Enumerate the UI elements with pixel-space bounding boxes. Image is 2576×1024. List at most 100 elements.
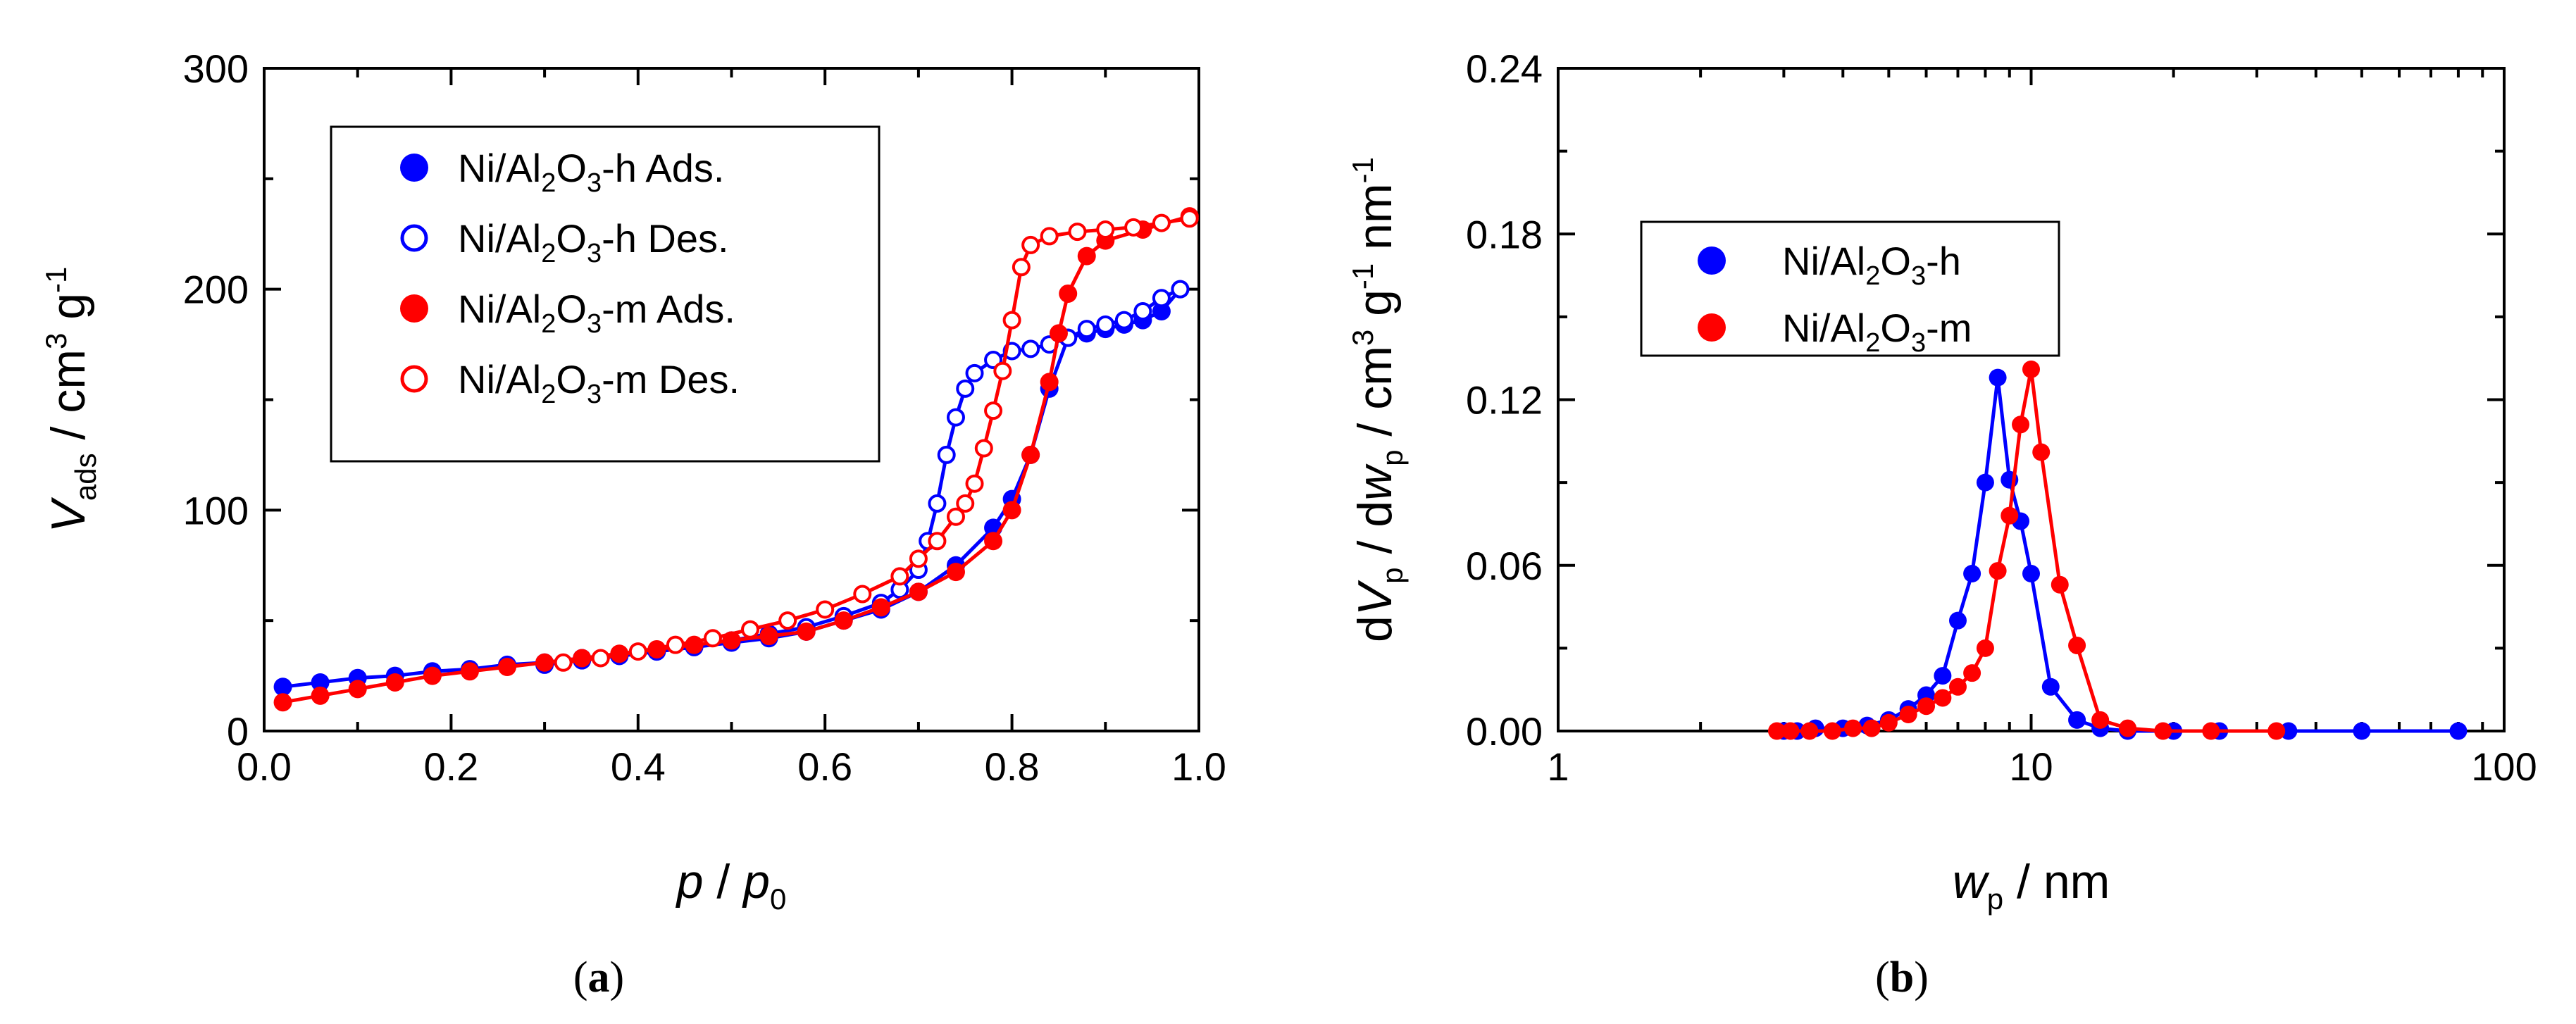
y-tick-label: 300 bbox=[183, 46, 249, 91]
data-point bbox=[2119, 719, 2137, 737]
data-point bbox=[871, 598, 890, 617]
panel-label: (b) bbox=[1875, 954, 1929, 1001]
data-point bbox=[1096, 315, 1115, 334]
data-point bbox=[1917, 697, 1936, 716]
data-point bbox=[1948, 678, 1967, 696]
data-point bbox=[2051, 575, 2069, 594]
data-point bbox=[423, 666, 442, 685]
data-point bbox=[1934, 667, 1952, 685]
data-point bbox=[1823, 722, 1841, 740]
data-point bbox=[1948, 611, 1967, 630]
data-point bbox=[628, 642, 647, 661]
data-point bbox=[1934, 689, 1952, 707]
data-point bbox=[685, 635, 704, 654]
y-tick-label: 0.12 bbox=[1466, 378, 1543, 423]
data-point bbox=[797, 622, 816, 641]
data-point bbox=[834, 611, 853, 630]
data-point bbox=[1180, 209, 1199, 228]
data-point bbox=[1152, 289, 1171, 308]
x-tick-label: 1 bbox=[1547, 744, 1569, 789]
data-point bbox=[1096, 220, 1115, 239]
data-point bbox=[498, 658, 517, 677]
y-tick-label: 100 bbox=[183, 488, 249, 532]
data-point bbox=[1862, 719, 1881, 737]
data-point bbox=[2154, 722, 2172, 740]
y-tick-label: 0 bbox=[227, 709, 249, 754]
data-point bbox=[1781, 722, 1800, 740]
data-point bbox=[1068, 223, 1087, 242]
data-point bbox=[984, 401, 1003, 420]
series-line bbox=[1784, 375, 2458, 733]
data-point bbox=[2449, 722, 2468, 740]
legend-marker bbox=[400, 365, 428, 393]
data-point bbox=[273, 678, 292, 697]
data-point bbox=[535, 653, 554, 672]
legend-entry: Ni/Al2O3-h Des. bbox=[458, 216, 729, 268]
data-point bbox=[1989, 368, 2007, 387]
data-point bbox=[1800, 722, 1819, 740]
data-point bbox=[965, 363, 984, 382]
data-point bbox=[974, 439, 993, 458]
data-point bbox=[1133, 302, 1152, 321]
data-point bbox=[1899, 705, 1917, 723]
data-point bbox=[1059, 284, 1078, 303]
data-point bbox=[1963, 664, 1981, 682]
legend: Ni/Al2O3-h Ni/Al2O3-m bbox=[1640, 220, 2060, 358]
chart-panel-b: 1 10 100 0.00 0.06 0.12 0.18 0.24 wp / nm dVp / d… bbox=[1346, 46, 2537, 1001]
legend-entry: Ni/Al2O3-h bbox=[1782, 239, 1961, 291]
data-point bbox=[1077, 320, 1096, 339]
data-point bbox=[1012, 258, 1031, 277]
data-point bbox=[965, 474, 984, 493]
data-point bbox=[2041, 678, 2060, 696]
data-point bbox=[1040, 373, 1059, 392]
data-point bbox=[460, 662, 479, 681]
chart-panel-a: 0.0 0.2 0.4 0.6 0.8 1.0 0 100 200 300 p / p0 Vads /… bbox=[39, 46, 1226, 1001]
data-point bbox=[1124, 218, 1143, 237]
data-point bbox=[311, 686, 330, 705]
legend-entry: Ni/Al2O3-h Ads. bbox=[458, 146, 724, 198]
data-point bbox=[816, 600, 835, 619]
x-tick-label: 0.0 bbox=[237, 744, 292, 789]
data-point bbox=[928, 532, 947, 551]
legend-entry: Ni/Al2O3-m bbox=[1782, 306, 1972, 358]
data-point bbox=[1768, 722, 1786, 740]
data-point bbox=[2091, 711, 2110, 729]
data-point bbox=[928, 494, 947, 513]
data-point bbox=[703, 629, 722, 648]
y-tick-label: 0.00 bbox=[1466, 709, 1543, 754]
data-point bbox=[946, 507, 965, 526]
data-point bbox=[666, 635, 685, 654]
y-axis-label: dVp / dwp / cm3 g-1 nm-1 bbox=[1346, 157, 1409, 642]
data-point bbox=[1844, 719, 1862, 737]
data-point bbox=[778, 611, 797, 630]
data-point bbox=[273, 693, 292, 712]
data-point bbox=[2068, 636, 2086, 654]
data-point bbox=[937, 445, 956, 464]
data-point bbox=[1152, 302, 1171, 321]
data-point bbox=[956, 494, 975, 513]
data-point bbox=[946, 408, 965, 427]
legend-marker bbox=[1698, 313, 1726, 342]
data-point bbox=[2202, 722, 2220, 740]
data-point bbox=[591, 649, 610, 668]
data-point bbox=[1976, 473, 1994, 492]
y-tick-label: 0.18 bbox=[1466, 212, 1543, 256]
data-point bbox=[1077, 246, 1096, 266]
data-point bbox=[1021, 235, 1040, 254]
data-point bbox=[741, 620, 760, 639]
data-point bbox=[1114, 311, 1133, 330]
series-a-3 bbox=[554, 209, 1199, 672]
x-tick-label: 0.4 bbox=[611, 744, 666, 789]
data-point bbox=[2001, 506, 2019, 525]
legend-marker bbox=[400, 294, 428, 323]
y-axis-label: Vads / cm3 g-1 bbox=[39, 267, 102, 533]
panel-label: (a) bbox=[573, 954, 624, 1001]
data-point bbox=[956, 379, 975, 398]
legend-entry: Ni/Al2O3-m Ads. bbox=[458, 287, 735, 339]
data-point bbox=[1040, 227, 1059, 246]
data-point bbox=[2267, 722, 2286, 740]
x-tick-label: 0.6 bbox=[797, 744, 852, 789]
legend-marker bbox=[400, 224, 428, 252]
data-point bbox=[1002, 501, 1021, 520]
